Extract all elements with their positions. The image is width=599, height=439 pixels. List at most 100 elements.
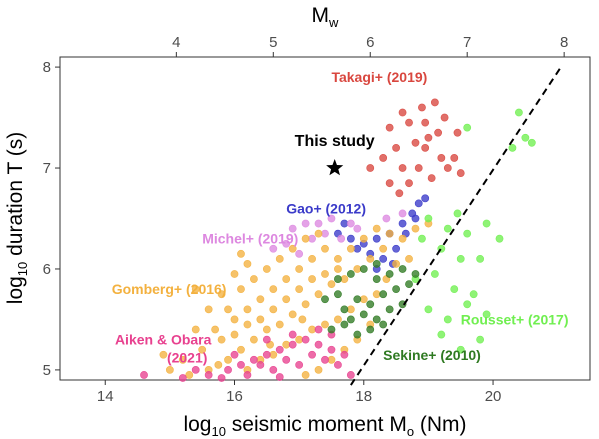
data-point (430, 98, 439, 107)
data-point (482, 310, 491, 319)
data-point (346, 244, 355, 253)
data-point (346, 270, 355, 278)
data-point (366, 254, 375, 263)
data-point (527, 138, 536, 147)
data-point (437, 154, 446, 162)
series-takagi-2019 (366, 98, 465, 198)
data-point (437, 330, 446, 339)
data-point (414, 199, 423, 208)
top-axis-label: Mw (312, 4, 340, 30)
data-point (340, 275, 349, 283)
data-point (398, 265, 407, 273)
data-point (243, 260, 252, 268)
data-point (275, 373, 284, 381)
data-point (211, 325, 220, 334)
data-point (275, 254, 284, 263)
data-point (230, 350, 239, 359)
data-point (398, 209, 407, 218)
data-point (314, 366, 323, 374)
data-point (282, 295, 291, 304)
data-point (204, 305, 213, 314)
data-point (140, 371, 148, 379)
data-point (295, 360, 304, 369)
data-point (346, 315, 355, 324)
data-point (334, 275, 342, 283)
data-point (301, 219, 310, 228)
data-point (204, 371, 213, 379)
data-point (385, 123, 394, 132)
data-point (321, 229, 329, 238)
data-point (269, 366, 278, 374)
data-point (430, 270, 439, 278)
data-point (295, 285, 304, 294)
annotation-layer: Takagi+ (2019) Gao+ (2012) Michel+ (2019) G… (112, 69, 569, 365)
data-point (275, 320, 284, 329)
data-point (321, 270, 329, 278)
data-point (372, 290, 381, 299)
data-point (334, 290, 342, 299)
data-point (392, 143, 400, 152)
data-point (237, 249, 245, 258)
data-point (515, 108, 523, 117)
data-point (288, 244, 297, 253)
data-point (418, 103, 426, 112)
data-point (453, 128, 462, 137)
series-label: Michel+ (2019) (202, 231, 298, 247)
data-point (353, 265, 362, 273)
data-point (250, 275, 258, 283)
data-point (359, 310, 368, 319)
data-point (314, 340, 323, 349)
data-point (359, 295, 368, 304)
y-tick-label: 8 (43, 59, 51, 76)
data-point (463, 123, 472, 132)
data-point (165, 366, 174, 374)
y-tick-label: 7 (43, 160, 51, 177)
data-point (382, 214, 391, 223)
y-axis: 5 6 7 8 (43, 59, 60, 379)
data-point (385, 179, 394, 188)
data-point (450, 154, 459, 162)
series-label: Gao+ (2012) (286, 200, 366, 216)
data-point (314, 290, 323, 299)
data-point (508, 143, 517, 152)
data-point (243, 305, 252, 314)
data-point (359, 234, 368, 243)
data-point (327, 355, 336, 364)
data-point (385, 229, 394, 238)
this-study-label: This study (295, 133, 375, 150)
series-aiken-obara (140, 325, 355, 382)
data-point (217, 335, 226, 344)
data-point (237, 345, 245, 354)
data-point (217, 290, 226, 299)
series-label: Takagi+ (2019) (331, 69, 427, 85)
data-point (392, 244, 400, 253)
data-point (424, 305, 433, 314)
data-point (359, 265, 368, 273)
data-point (288, 310, 297, 319)
data-point (521, 133, 530, 142)
data-point (346, 305, 355, 314)
data-point (443, 164, 452, 172)
data-point (308, 234, 316, 243)
data-point (224, 366, 232, 374)
data-point (482, 219, 491, 228)
data-point (372, 315, 381, 324)
top-tick-label: 5 (269, 34, 277, 51)
series-label: Sekine+ (2010) (383, 347, 481, 363)
data-point (469, 290, 478, 299)
data-point (366, 300, 375, 309)
data-point (443, 224, 452, 233)
data-point (269, 305, 278, 314)
data-point (334, 360, 342, 369)
data-point (230, 330, 239, 339)
data-point (395, 189, 404, 198)
data-point (421, 118, 430, 127)
data-point (288, 330, 297, 339)
data-point (250, 355, 258, 364)
data-point (340, 305, 349, 314)
data-point (295, 249, 304, 258)
data-point (456, 345, 465, 354)
data-point (301, 335, 310, 344)
data-point (282, 355, 291, 364)
